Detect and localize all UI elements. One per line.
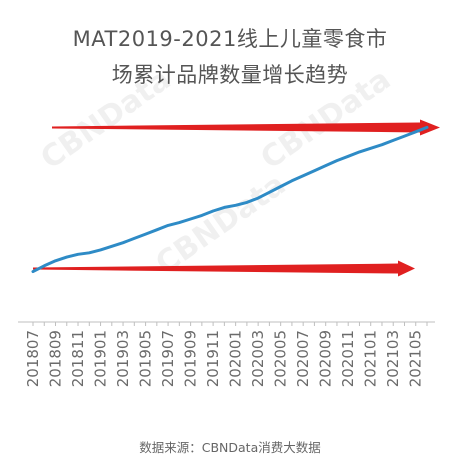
x-tick-label: 201807 [24, 330, 42, 387]
data-point [99, 248, 102, 252]
series-line [31, 125, 429, 274]
x-tick-label: 201907 [159, 330, 177, 387]
x-tick-label: 202105 [407, 330, 425, 387]
data-point [256, 196, 260, 200]
data-point [166, 224, 170, 227]
x-tick-label: 201905 [137, 330, 155, 387]
data-point [43, 264, 46, 267]
x-tick-label: 201811 [69, 330, 87, 387]
data-point [279, 185, 282, 188]
data-point [347, 155, 350, 158]
data-point [392, 139, 395, 142]
x-tick-label: 202101 [362, 330, 380, 387]
x-tick-label: 201909 [182, 330, 200, 387]
data-point [31, 270, 35, 273]
data-point [76, 253, 80, 256]
data-point [302, 174, 305, 177]
source-note: 数据来源：CBNData消费大数据 [139, 440, 321, 455]
data-point [324, 164, 327, 167]
data-point [335, 159, 339, 162]
data-point [234, 204, 237, 207]
data-point [380, 143, 384, 146]
data-point [268, 191, 271, 194]
x-tick-label: 202005 [272, 330, 290, 387]
data-point [313, 169, 316, 172]
data-point [290, 179, 294, 182]
lower-arrow [33, 260, 415, 277]
x-tick-label: 202003 [249, 330, 267, 387]
data-point [88, 251, 91, 254]
upper-arrow [52, 119, 440, 136]
watermark-1: CBNData [35, 62, 178, 177]
data-point [133, 237, 136, 240]
data-point [200, 214, 204, 217]
chart-title-line2: 场累计品牌数量增长趋势 [111, 63, 349, 87]
x-tick-label: 202103 [384, 330, 402, 387]
data-point [211, 209, 215, 213]
x-tick-label: 201809 [47, 330, 65, 387]
x-tick-label: 202001 [227, 330, 245, 387]
data-point [65, 255, 69, 259]
data-point [245, 201, 249, 204]
watermark-2: CBNData [255, 62, 398, 177]
data-point [403, 134, 406, 138]
chart-title-line1: MAT2019-2021线上儿童零食市 [72, 27, 388, 51]
data-point [425, 126, 429, 129]
data-point [110, 245, 114, 248]
x-tick-label: 201901 [92, 330, 110, 387]
data-point [178, 221, 181, 224]
data-point [369, 147, 372, 150]
x-tick-label: 202007 [294, 330, 312, 387]
x-tick-label: 202009 [317, 330, 335, 387]
data-point [54, 259, 57, 262]
x-tick-label: 201903 [114, 330, 132, 387]
data-point [155, 228, 158, 231]
data-point [121, 241, 125, 244]
data-point [414, 130, 417, 133]
data-point [144, 232, 147, 236]
data-point [189, 217, 192, 221]
x-tick-label: 202011 [339, 330, 357, 387]
data-point [223, 206, 226, 209]
data-point [358, 150, 361, 154]
x-tick-label: 201911 [204, 330, 222, 387]
